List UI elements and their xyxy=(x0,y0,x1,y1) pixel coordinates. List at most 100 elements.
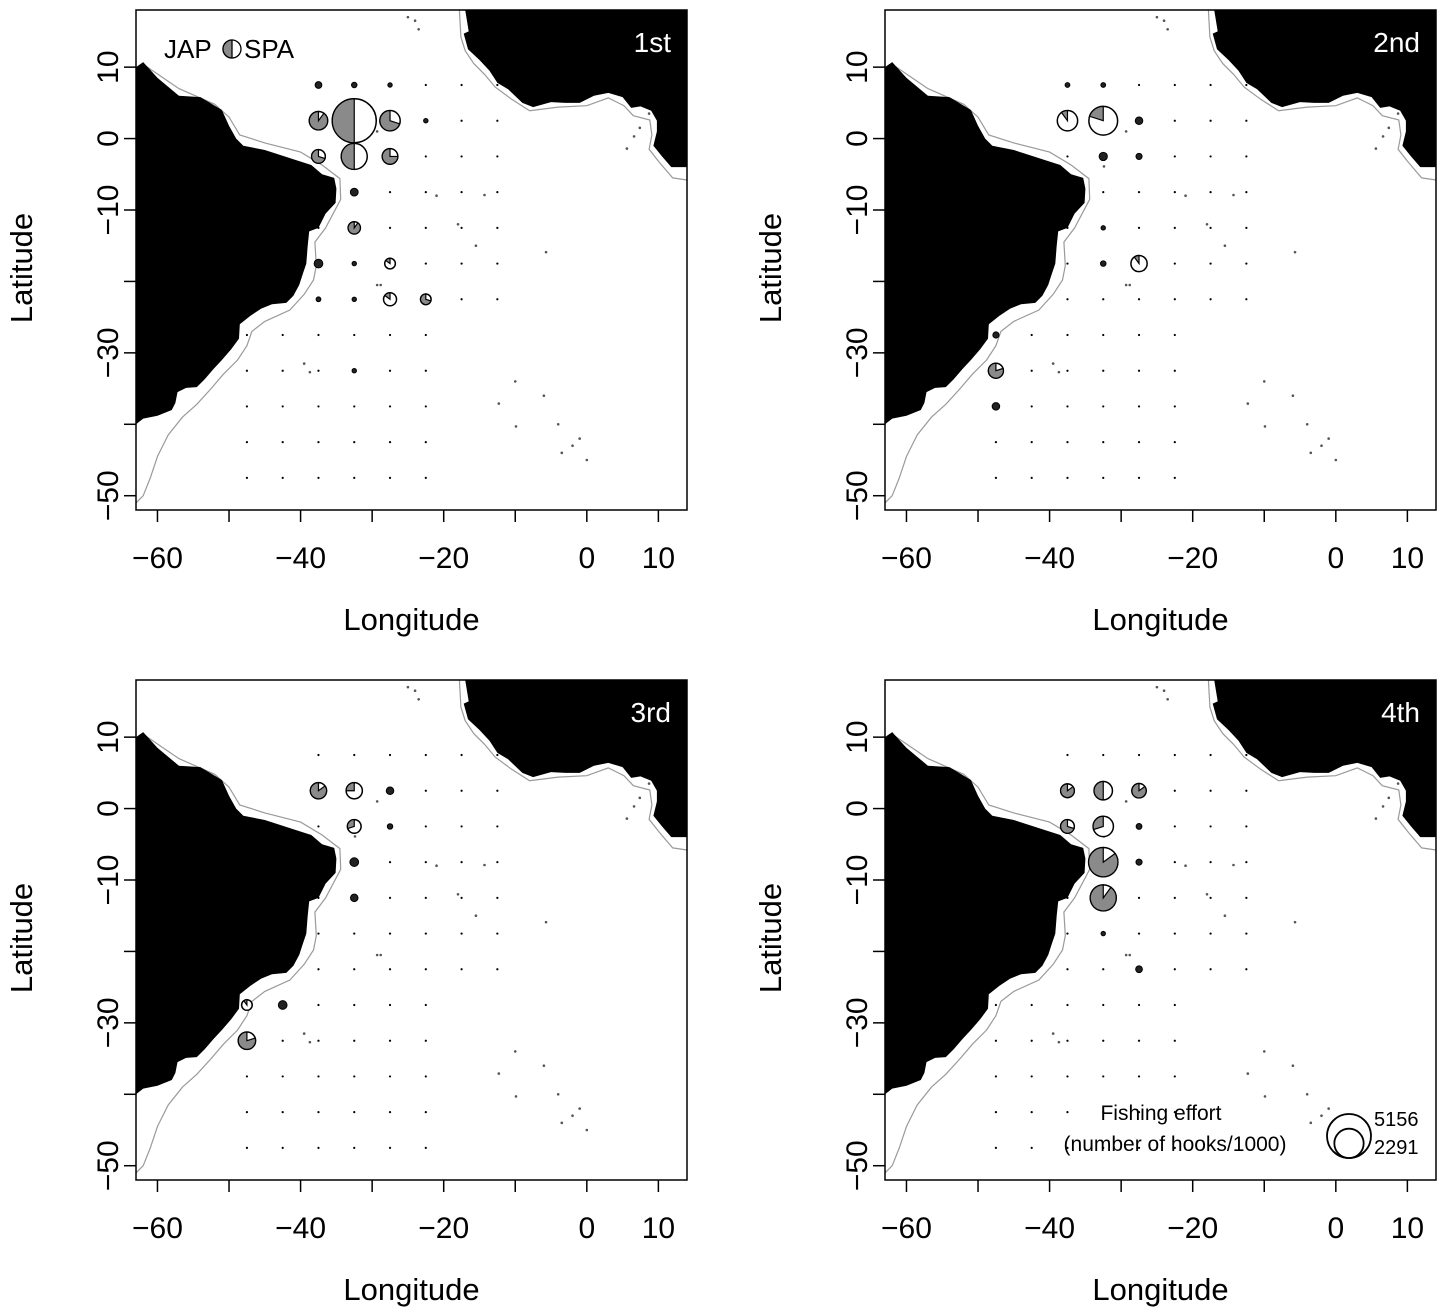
island-mark xyxy=(513,1050,517,1053)
island-mark xyxy=(1263,425,1267,428)
effort-grid-dot xyxy=(388,405,392,408)
island-mark xyxy=(1396,782,1400,785)
effort-grid-dot xyxy=(317,333,320,337)
land-africa xyxy=(1212,680,1436,838)
effort-pie xyxy=(1134,116,1144,125)
island-mark xyxy=(417,27,420,31)
shelf-contour-africa xyxy=(458,680,687,851)
effort-grid-dot xyxy=(388,1039,392,1042)
effort-grid-dot xyxy=(1209,191,1212,194)
effort-grid-dot xyxy=(496,191,499,194)
effort-grid-dot xyxy=(1209,753,1212,757)
effort-grid-dot xyxy=(1173,226,1176,229)
effort-pie xyxy=(1100,82,1107,88)
effort-grid-dot xyxy=(1066,1039,1069,1042)
y-axis-label: Latitude xyxy=(4,213,39,323)
effort-grid-dot xyxy=(317,476,320,479)
effort-grid-dot xyxy=(1173,83,1176,87)
effort-pie xyxy=(240,998,253,1012)
effort-grid-dot xyxy=(1102,476,1105,479)
island-mark xyxy=(1334,458,1338,462)
island-mark xyxy=(483,193,486,197)
effort-grid-dot xyxy=(1137,83,1141,87)
effort-grid-dot xyxy=(1137,441,1141,444)
effort-grid-dot xyxy=(460,298,463,301)
y-tick-label: −10 xyxy=(92,855,125,906)
x-tick-label: 0 xyxy=(1327,1212,1344,1245)
effort-grid-dot xyxy=(994,476,998,479)
island-mark xyxy=(1374,817,1378,820)
effort-grid-dot xyxy=(1066,333,1069,337)
effort-pie xyxy=(987,362,1005,379)
island-mark xyxy=(1232,193,1235,197)
effort-pie-small xyxy=(1100,930,1106,937)
effort-pie-small xyxy=(387,82,393,88)
effort-grid-dot xyxy=(1173,405,1176,408)
island-mark xyxy=(1128,953,1132,957)
effort-grid-dot xyxy=(1030,1039,1033,1042)
effort-grid-dot xyxy=(1030,1146,1033,1149)
effort-grid-dot xyxy=(424,405,427,408)
effort-grid-dot xyxy=(496,825,499,828)
y-tick-label: 10 xyxy=(92,50,125,83)
panel-label: 4th xyxy=(1381,697,1420,728)
effort-pie-jap-slice xyxy=(1088,846,1119,878)
effort-grid-dot xyxy=(1173,789,1176,792)
y-tick-label: 0 xyxy=(841,130,874,147)
effort-grid-dot xyxy=(1137,405,1141,408)
effort-pie xyxy=(423,118,429,124)
effort-grid-dot xyxy=(353,1146,356,1149)
effort-pie-small xyxy=(351,260,357,267)
effort-pie xyxy=(315,296,322,303)
effort-grid-dot xyxy=(496,789,499,792)
effort-pie xyxy=(1135,965,1143,974)
effort-grid-dot xyxy=(245,441,249,444)
effort-grid-dot xyxy=(424,825,427,828)
effort-pie xyxy=(1135,823,1143,830)
x-tick-label: −20 xyxy=(1167,542,1218,575)
effort-pie-jap-slice xyxy=(309,782,328,800)
y-axis-label: Latitude xyxy=(753,883,788,993)
y-tick-label: −30 xyxy=(841,327,874,378)
island-mark xyxy=(1155,685,1159,689)
effort-grid-dot xyxy=(1173,191,1176,194)
land-africa xyxy=(1212,10,1436,168)
island-mark xyxy=(544,250,548,254)
effort-pie-small xyxy=(349,857,360,867)
island-mark xyxy=(1057,370,1061,374)
island-mark xyxy=(1184,194,1187,198)
island-mark xyxy=(513,380,517,383)
effort-pie xyxy=(1135,858,1143,866)
effort-grid-dot xyxy=(388,1003,392,1007)
effort-grid-dot xyxy=(281,1039,284,1042)
effort-pie xyxy=(351,260,357,267)
effort-pie-jap-slice xyxy=(242,999,248,1007)
effort-grid-dot xyxy=(388,861,392,864)
effort-grid-dot xyxy=(353,405,356,408)
effort-grid-dot xyxy=(424,1003,427,1007)
effort-pie xyxy=(340,142,369,171)
effort-grid-dot xyxy=(1173,262,1176,265)
effort-grid-dot xyxy=(1245,83,1248,87)
effort-pie xyxy=(419,293,432,306)
island-mark xyxy=(406,685,410,689)
x-tick-label: −60 xyxy=(132,542,183,575)
effort-grid-dot xyxy=(1137,333,1141,337)
effort-pie xyxy=(346,818,362,835)
effort-grid-dot xyxy=(1173,932,1176,935)
effort-grid-dot xyxy=(281,441,284,444)
effort-grid-dot xyxy=(281,369,284,372)
effort-pie-jap-slice xyxy=(340,142,355,171)
effort-grid-dot xyxy=(424,968,427,971)
island-mark xyxy=(1320,1114,1323,1118)
effort-grid-dot xyxy=(1066,405,1069,408)
effort-pie-small xyxy=(1135,152,1143,160)
effort-grid-dot xyxy=(460,861,463,864)
y-tick-label: −50 xyxy=(92,1140,125,1191)
x-tick-label: −60 xyxy=(881,1212,932,1245)
effort-grid-dot xyxy=(1066,369,1069,372)
island-mark xyxy=(375,130,379,133)
effort-pie xyxy=(1059,818,1076,835)
effort-pie xyxy=(331,97,378,144)
x-axis-label: Longitude xyxy=(343,1272,479,1307)
